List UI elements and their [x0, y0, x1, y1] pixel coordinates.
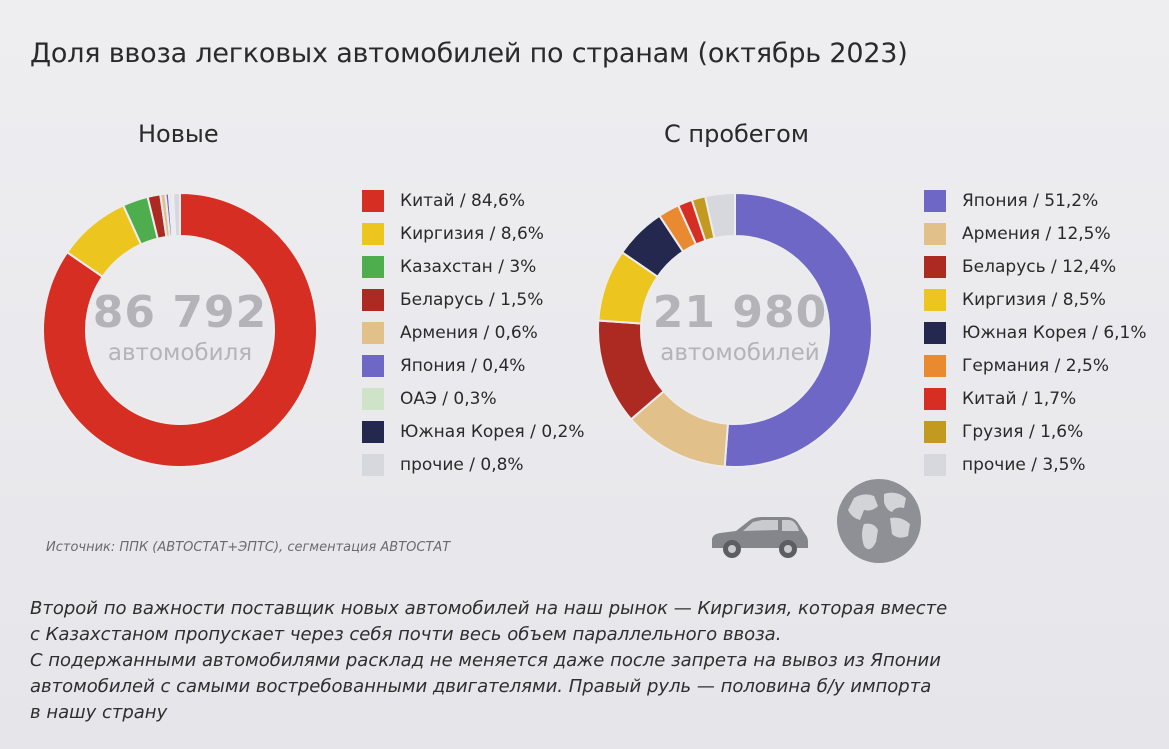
legend-swatch [362, 387, 384, 410]
legend-used: Япония / 51,2% Армения / 12,5% Беларусь / … [924, 184, 1147, 481]
legend-swatch [362, 222, 384, 245]
source-note: Источник: ППК (АВТОСТАТ+ЭПТС), сегментац… [46, 540, 451, 555]
legend-swatch [362, 321, 384, 344]
legend-swatch [362, 288, 384, 311]
legend-item: Китай / 1,7% [924, 382, 1147, 415]
chart-subtitle-used: С пробегом [664, 120, 809, 148]
legend-item: Япония / 51,2% [924, 184, 1147, 217]
slice-прочие [703, 191, 736, 240]
center-value-used: 21 980 [652, 287, 828, 338]
car-icon [712, 517, 808, 558]
legend-item: Армения / 0,6% [362, 316, 585, 349]
legend-swatch [924, 420, 946, 443]
legend-label: прочие / 0,8% [400, 454, 524, 475]
center-label-new: автомобиля [107, 340, 253, 366]
legend-swatch [362, 189, 384, 212]
legend-label: Германия / 2,5% [962, 355, 1109, 376]
legend-swatch [924, 354, 946, 377]
legend-label: Южная Корея / 0,2% [400, 421, 585, 442]
commentary-line: в нашу страну [30, 702, 168, 723]
legend-swatch [924, 453, 946, 476]
legend-label: Казахстан / 3% [400, 256, 537, 277]
legend-label: Грузия / 1,6% [962, 421, 1084, 442]
legend-label: Китай / 1,7% [962, 388, 1077, 409]
legend-item: Киргизия / 8,6% [362, 217, 585, 250]
legend-item: прочие / 3,5% [924, 448, 1147, 481]
center-label-used: автомобилей [660, 340, 820, 366]
legend-item: Япония / 0,4% [362, 349, 585, 382]
legend-label: Китай / 84,6% [400, 190, 526, 211]
legend-swatch [362, 255, 384, 278]
legend-label: Киргизия / 8,5% [962, 289, 1106, 310]
slice-прочие [172, 191, 181, 238]
legend-swatch [362, 453, 384, 476]
slice-япония [723, 191, 873, 468]
legend-label: ОАЭ / 0,3% [400, 388, 497, 409]
legend-item: Беларусь / 1,5% [362, 283, 585, 316]
donut-chart-new [42, 191, 318, 468]
center-value-new: 86 792 [92, 287, 268, 338]
legend-swatch [924, 189, 946, 212]
legend-label: Япония / 0,4% [400, 355, 526, 376]
legend-swatch [924, 288, 946, 311]
donut-chart-used [597, 191, 873, 468]
legend-label: Армения / 12,5% [962, 223, 1111, 244]
legend-item: Южная Корея / 0,2% [362, 415, 585, 448]
legend-swatch [924, 255, 946, 278]
legend-label: Беларусь / 12,4% [962, 256, 1117, 277]
legend-label: Киргизия / 8,6% [400, 223, 544, 244]
commentary-line: автомобилей с самыми востребованными дви… [30, 676, 932, 697]
legend-item: Грузия / 1,6% [924, 415, 1147, 448]
legend-item: ОАЭ / 0,3% [362, 382, 585, 415]
legend-label: Южная Корея / 6,1% [962, 322, 1147, 343]
legend-item: Армения / 12,5% [924, 217, 1147, 250]
legend-swatch [362, 420, 384, 443]
legend-swatch [924, 387, 946, 410]
slice-китай [42, 191, 318, 468]
legend-label: прочие / 3,5% [962, 454, 1086, 475]
legend-item: Германия / 2,5% [924, 349, 1147, 382]
legend-swatch [362, 354, 384, 377]
legend-item: Беларусь / 12,4% [924, 250, 1147, 283]
legend-swatch [924, 222, 946, 245]
legend-item: прочие / 0,8% [362, 448, 585, 481]
legend-item: Южная Корея / 6,1% [924, 316, 1147, 349]
commentary: Второй по важности поставщик новых автом… [30, 596, 1110, 726]
chart-subtitle-new: Новые [138, 120, 219, 148]
legend-label: Япония / 51,2% [962, 190, 1099, 211]
legend-item: Киргизия / 8,5% [924, 283, 1147, 316]
legend-item: Китай / 84,6% [362, 184, 585, 217]
commentary-line: Второй по важности поставщик новых автом… [30, 598, 948, 619]
commentary-line: с Казахстаном пропускает через себя почт… [30, 624, 782, 645]
legend-label: Беларусь / 1,5% [400, 289, 544, 310]
legend-item: Казахстан / 3% [362, 250, 585, 283]
legend-swatch [924, 321, 946, 344]
legend-label: Армения / 0,6% [400, 322, 538, 343]
page-title: Доля ввоза легковых автомобилей по стран… [30, 38, 908, 69]
legend-new: Китай / 84,6% Киргизия / 8,6% Казахстан / … [362, 184, 585, 481]
commentary-line: С подержанными автомобилями расклад не м… [30, 650, 941, 671]
globe-icon [837, 479, 921, 563]
